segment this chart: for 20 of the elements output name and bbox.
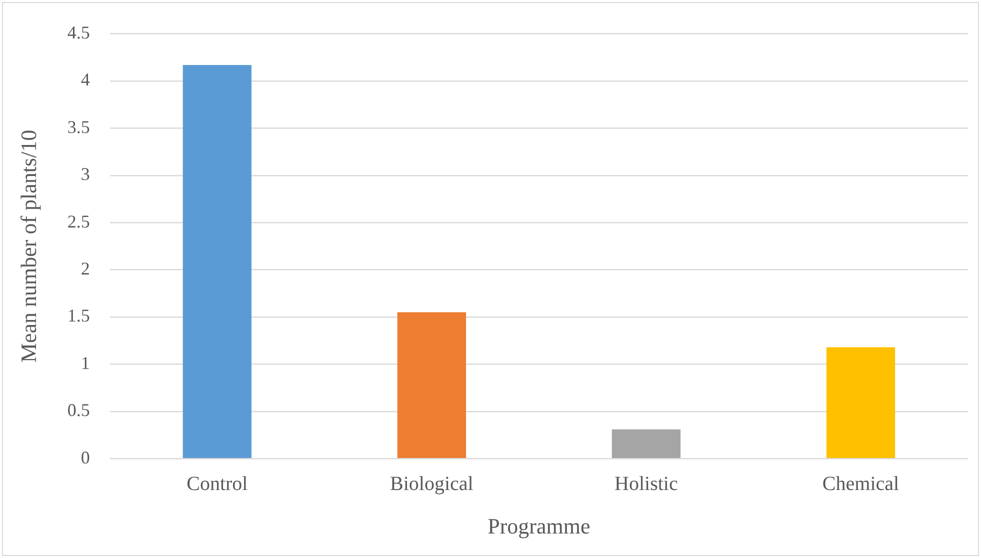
x-tick-label: Control: [186, 472, 248, 495]
bar: [612, 429, 681, 458]
bar: [826, 347, 896, 458]
y-tick-label: 2.5: [67, 211, 90, 232]
x-axis-title: Programme: [488, 514, 590, 539]
y-tick-label: 1: [80, 352, 90, 373]
x-tick-label: Chemical: [822, 472, 900, 495]
y-tick-label: 0: [80, 447, 90, 468]
x-tick-label: Biological: [390, 472, 474, 495]
y-tick-label: 3.5: [67, 116, 90, 137]
y-tick-label: 2: [80, 258, 90, 279]
y-tick-label: 4: [80, 70, 90, 90]
bar: [397, 312, 466, 458]
y-tick-label: 4.5: [67, 22, 90, 43]
y-tick-label: 3: [80, 164, 90, 184]
x-tick-label: Holistic: [614, 472, 678, 495]
y-tick-label: 1.5: [67, 306, 90, 326]
y-tick-label: 0.5: [67, 400, 90, 420]
y-axis-title: Mean number of plants/10: [16, 130, 41, 363]
bar: [182, 64, 252, 458]
